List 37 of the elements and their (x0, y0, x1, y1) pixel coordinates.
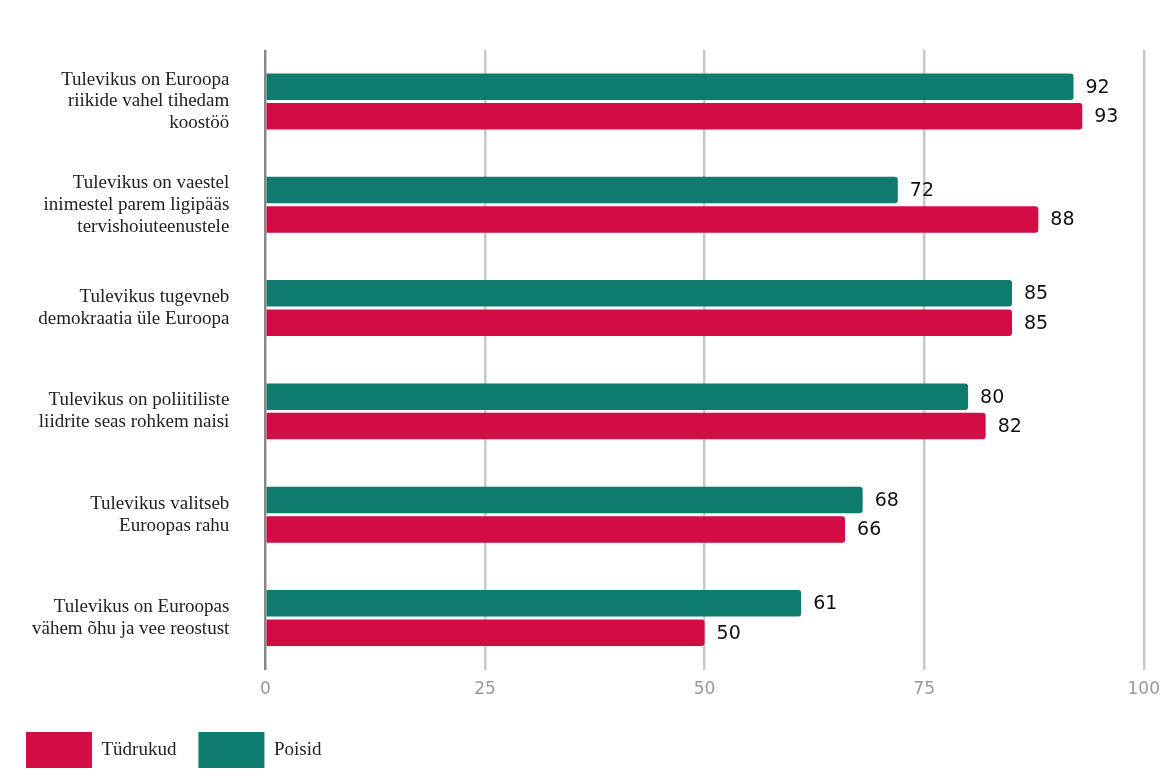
legend-label: Poisid (273, 737, 322, 759)
y-tick-label: Tulevikus on Euroopa riikide vahel tihedam koostöö (61, 67, 230, 133)
data-label: 80 (980, 384, 1005, 407)
bar (266, 176, 898, 204)
data-label: 68 (874, 487, 899, 510)
x-tick-label: 50 (693, 678, 716, 699)
data-label: 50 (716, 620, 741, 643)
y-tick-label: Tulevikus valitseb Euroopas rahu (90, 491, 230, 535)
data-label: 72 (909, 178, 934, 201)
data-label: 88 (1050, 207, 1075, 230)
data-label: 92 (1085, 74, 1110, 97)
x-tick-label: 25 (474, 678, 496, 699)
bar (266, 486, 863, 514)
bar (266, 73, 1074, 101)
x-tick-label: 100 (1127, 678, 1160, 699)
data-label: 82 (997, 414, 1022, 437)
y-tick-label: Tulevikus on Euroopas vähem õhu ja vee reostust (31, 595, 231, 638)
bar (266, 102, 1083, 130)
x-tick-label: 75 (913, 678, 935, 699)
data-label: 66 (857, 517, 882, 540)
data-label: 61 (813, 591, 838, 614)
y-tick-label: Tulevikus on poliitiliste liidrite seas rohkem naisi (38, 388, 230, 432)
legend-label: Tüdrukud (101, 737, 177, 759)
bar (266, 383, 969, 410)
bar (266, 412, 986, 440)
bar (266, 309, 1013, 337)
bar (266, 280, 1013, 307)
data-label: 85 (1024, 281, 1049, 304)
y-tick-label: Tulevikus on vaestel inimestel parem ligipääs tervishoiuteenustele (43, 170, 230, 236)
data-label: 93 (1094, 104, 1119, 127)
data-label: 85 (1024, 310, 1049, 333)
bar (266, 206, 1039, 233)
bar (266, 589, 802, 617)
x-tick-label: 0 (259, 678, 271, 699)
bar (266, 619, 705, 646)
bar (266, 516, 846, 543)
y-tick-label: Tulevikus tugevneb demokraatia üle Euroopa (38, 285, 230, 328)
